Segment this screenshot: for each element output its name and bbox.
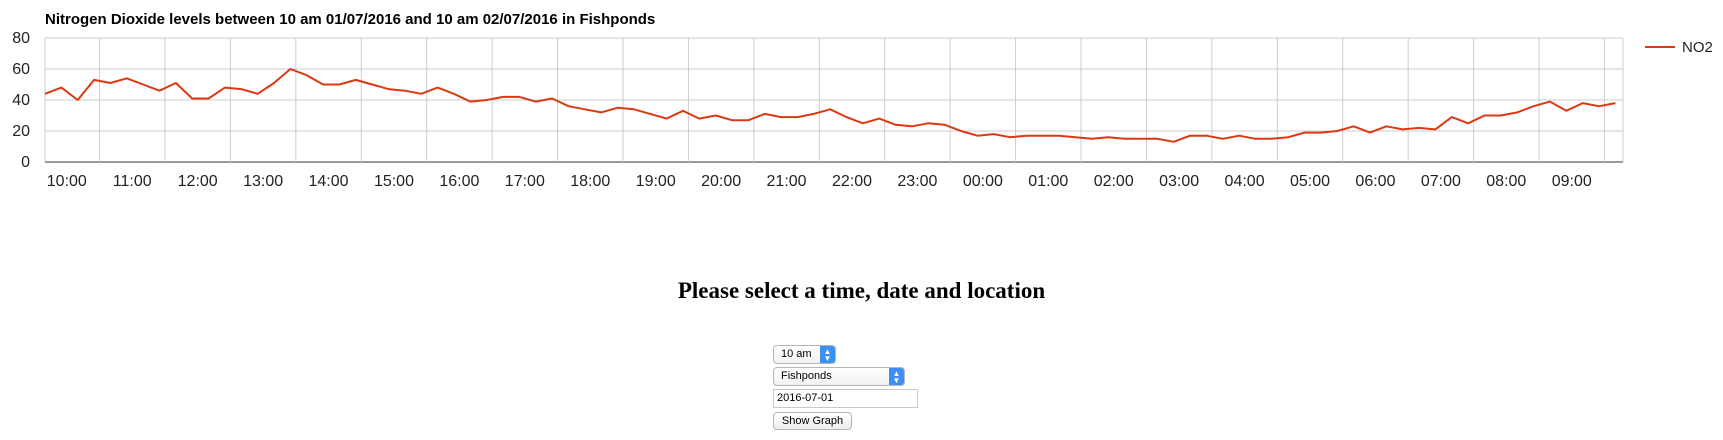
select-arrows-icon: ▲ ▼ [820,346,835,363]
chart-container: Nitrogen Dioxide levels between 10 am 01… [0,0,1723,205]
time-select[interactable]: 10 am ▲ ▼ [773,345,836,364]
x-tick-label: 09:00 [1552,173,1592,190]
y-tick-label: 40 [12,92,30,109]
x-tick-label: 18:00 [570,173,610,190]
location-select-value: Fishponds [781,370,832,382]
x-tick-label: 11:00 [113,173,152,190]
x-tick-label: 10:00 [47,173,87,190]
x-tick-label: 05:00 [1290,173,1330,190]
form-heading: Please select a time, date and location [677,278,1046,303]
x-tick-label: 12:00 [178,173,218,190]
x-tick-label: 04:00 [1225,173,1265,190]
x-tick-label: 01:00 [1028,173,1068,190]
y-tick-label: 20 [12,123,30,140]
date-input[interactable]: 2016-07-01 [773,389,918,408]
x-tick-label: 03:00 [1159,173,1199,190]
time-select-value: 10 am [781,348,812,360]
show-graph-button[interactable]: Show Graph [773,412,852,430]
x-tick-label: 02:00 [1094,173,1134,190]
x-tick-label: 13:00 [243,173,283,190]
x-tick-label: 14:00 [309,173,349,190]
x-tick-label: 06:00 [1355,173,1395,190]
y-tick-label: 60 [12,61,30,78]
select-arrows-icon: ▲ ▼ [889,368,904,385]
x-tick-label: 21:00 [767,173,807,190]
x-tick-label: 16:00 [439,173,479,190]
x-tick-label: 17:00 [505,173,545,190]
x-tick-label: 15:00 [374,173,414,190]
no2-line-chart: Nitrogen Dioxide levels between 10 am 01… [12,11,1713,190]
x-tick-label: 22:00 [832,173,872,190]
x-tick-label: 19:00 [636,173,676,190]
x-tick-label: 20:00 [701,173,741,190]
chart-title: Nitrogen Dioxide levels between 10 am 01… [45,11,655,28]
x-tick-label: 07:00 [1421,173,1461,190]
series-line-no2 [44,68,1616,143]
y-tick-label: 0 [21,154,30,171]
location-select[interactable]: Fishponds ▲ ▼ [773,367,905,386]
legend-label-no2: NO2 [1682,39,1713,56]
x-tick-label: 08:00 [1486,173,1526,190]
x-tick-label: 23:00 [897,173,937,190]
y-tick-label: 80 [12,30,30,47]
x-tick-label: 00:00 [963,173,1003,190]
